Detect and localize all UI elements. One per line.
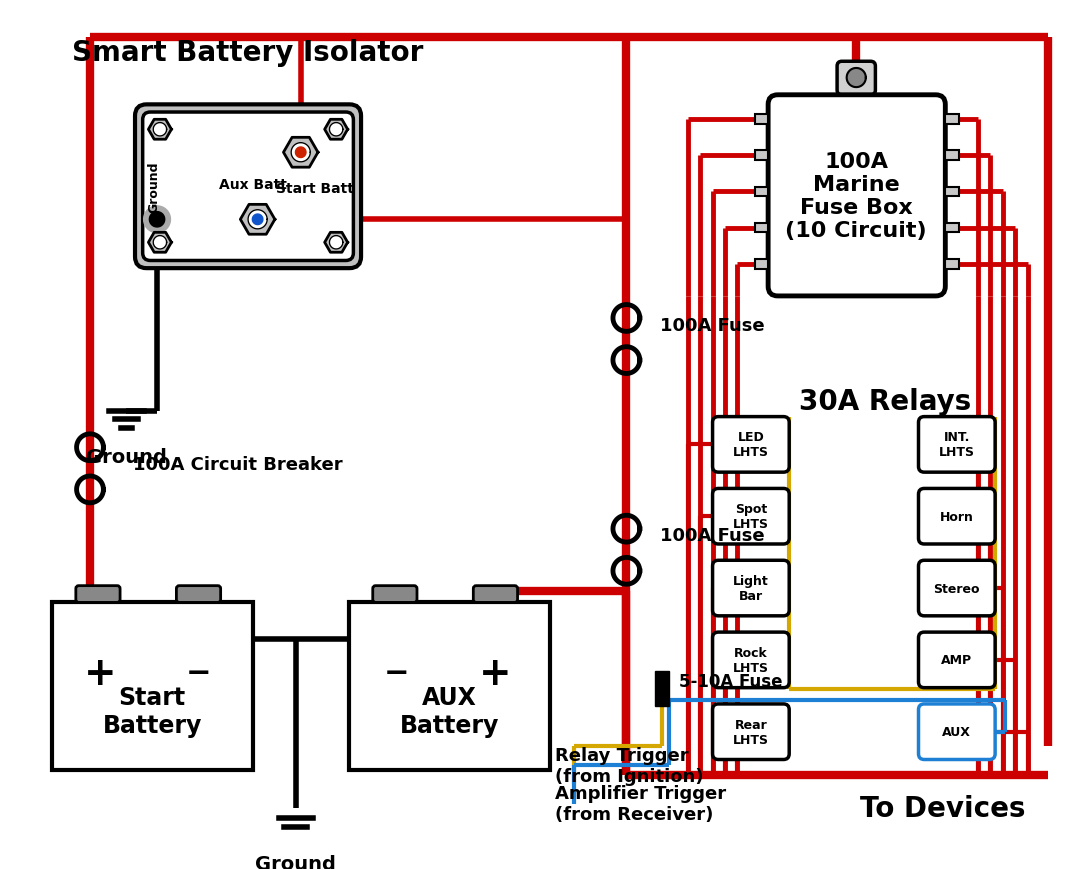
Polygon shape	[324, 233, 348, 253]
Polygon shape	[248, 210, 268, 229]
Polygon shape	[148, 120, 172, 140]
Text: Ground: Ground	[86, 448, 166, 467]
Polygon shape	[148, 233, 172, 253]
FancyBboxPatch shape	[918, 633, 996, 688]
Text: INT.
LHTS: INT. LHTS	[939, 431, 975, 459]
FancyBboxPatch shape	[713, 561, 789, 616]
FancyBboxPatch shape	[473, 586, 518, 603]
FancyBboxPatch shape	[837, 63, 876, 96]
Bar	[755, 188, 768, 197]
Text: Stereo: Stereo	[934, 582, 980, 595]
FancyBboxPatch shape	[176, 586, 221, 603]
Bar	[655, 672, 668, 706]
Polygon shape	[240, 205, 275, 235]
Bar	[348, 603, 549, 770]
Polygon shape	[846, 69, 866, 88]
Polygon shape	[330, 123, 343, 136]
Polygon shape	[153, 236, 166, 249]
FancyBboxPatch shape	[143, 113, 354, 262]
FancyBboxPatch shape	[918, 704, 996, 760]
FancyBboxPatch shape	[713, 489, 789, 544]
Text: −: −	[186, 659, 211, 687]
Text: LED
LHTS: LED LHTS	[733, 431, 769, 459]
Bar	[52, 603, 252, 770]
Bar	[755, 115, 768, 124]
Polygon shape	[284, 138, 318, 168]
Bar	[945, 223, 959, 233]
Text: Start
Battery: Start Battery	[102, 686, 202, 738]
Polygon shape	[296, 148, 306, 158]
Text: 100A Circuit Breaker: 100A Circuit Breaker	[133, 455, 343, 473]
Text: 100A Fuse: 100A Fuse	[660, 316, 765, 335]
Text: Rock
LHTS: Rock LHTS	[733, 647, 769, 674]
Text: −: −	[384, 659, 409, 687]
Polygon shape	[292, 143, 310, 163]
Text: AMP: AMP	[941, 653, 973, 667]
Bar	[945, 151, 959, 161]
FancyBboxPatch shape	[713, 417, 789, 473]
Bar	[755, 223, 768, 233]
Text: Ground: Ground	[148, 161, 161, 212]
Polygon shape	[149, 212, 164, 228]
Bar	[945, 188, 959, 197]
FancyBboxPatch shape	[76, 586, 120, 603]
Text: Smart Battery Isolator: Smart Battery Isolator	[72, 38, 423, 67]
Bar	[945, 115, 959, 124]
Text: Ground: Ground	[256, 854, 336, 869]
Text: Aux Batt: Aux Batt	[219, 177, 287, 191]
Bar	[755, 260, 768, 269]
Text: To Devices: To Devices	[860, 794, 1025, 822]
FancyBboxPatch shape	[135, 105, 361, 269]
Text: Relay Trigger
(from Ignition): Relay Trigger (from Ignition)	[555, 746, 703, 785]
Text: +: +	[84, 654, 116, 692]
FancyBboxPatch shape	[713, 633, 789, 688]
Text: 5-10A Fuse: 5-10A Fuse	[679, 673, 782, 690]
Text: Light
Bar: Light Bar	[733, 574, 769, 602]
FancyBboxPatch shape	[768, 96, 945, 296]
FancyBboxPatch shape	[713, 704, 789, 760]
FancyBboxPatch shape	[918, 561, 996, 616]
Bar	[755, 151, 768, 161]
Bar	[945, 260, 959, 269]
Polygon shape	[153, 123, 166, 136]
FancyBboxPatch shape	[373, 586, 417, 603]
Text: Horn: Horn	[940, 510, 974, 523]
Text: Start Batt: Start Batt	[276, 182, 354, 196]
Text: +: +	[479, 654, 511, 692]
Text: 30A Relays: 30A Relays	[799, 388, 972, 415]
FancyBboxPatch shape	[918, 489, 996, 544]
Text: Spot
LHTS: Spot LHTS	[733, 502, 769, 531]
Polygon shape	[330, 236, 343, 249]
Text: Rear
LHTS: Rear LHTS	[733, 718, 769, 746]
Text: AUX: AUX	[942, 726, 972, 739]
Text: Amplifier Trigger
(from Receiver): Amplifier Trigger (from Receiver)	[555, 785, 726, 823]
Text: 100A
Marine
Fuse Box
(10 Circuit): 100A Marine Fuse Box (10 Circuit)	[786, 151, 927, 241]
Polygon shape	[324, 120, 348, 140]
Text: AUX
Battery: AUX Battery	[399, 686, 499, 738]
FancyBboxPatch shape	[918, 417, 996, 473]
Polygon shape	[252, 215, 263, 225]
Polygon shape	[144, 207, 171, 234]
Text: 100A Fuse: 100A Fuse	[660, 527, 765, 545]
